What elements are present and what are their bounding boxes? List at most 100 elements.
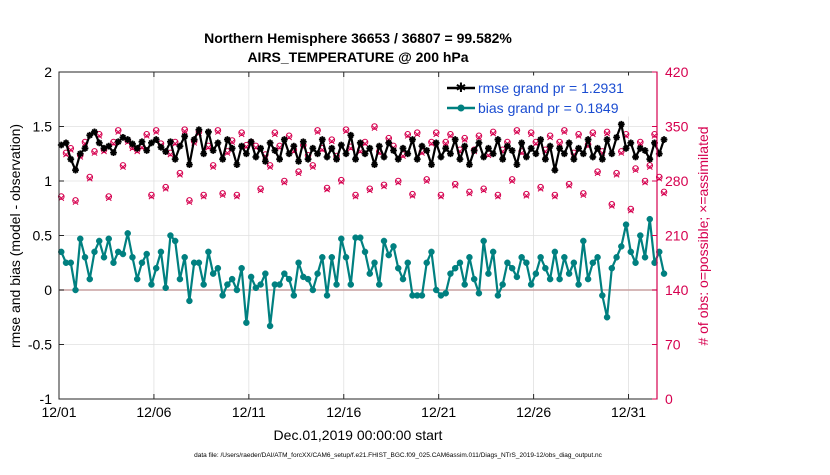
rmse-point-star xyxy=(565,139,573,147)
bias-point xyxy=(342,254,350,261)
rmse-point xyxy=(570,155,578,163)
bias-point xyxy=(143,250,150,258)
bias-point xyxy=(214,264,222,272)
bias-point xyxy=(186,297,193,305)
rmse-point-star xyxy=(356,139,364,147)
rmse-point xyxy=(276,155,283,163)
rmse-point-star xyxy=(100,144,108,152)
bias-point xyxy=(138,259,146,266)
y-right-tick-label: 70 xyxy=(665,337,681,353)
obs-assimilated-point xyxy=(148,193,155,200)
bias-point xyxy=(380,237,388,245)
rmse-point-star xyxy=(247,138,255,146)
obs-assimilated-point xyxy=(86,175,93,182)
bias-point xyxy=(157,248,165,256)
obs-assimilated-point xyxy=(608,202,615,209)
rmse-point-star xyxy=(636,144,644,152)
obs-assimilated-point xyxy=(314,128,321,135)
legend-box xyxy=(442,75,644,117)
rmse-point xyxy=(627,139,635,147)
bias-point xyxy=(641,254,649,261)
obs-possible-point xyxy=(556,138,563,146)
rmse-point-star xyxy=(342,150,350,158)
rmse-point-star xyxy=(575,144,582,152)
rmse-point xyxy=(394,155,402,163)
rmse-point-star xyxy=(228,144,236,152)
x-tick-label: 12/01 xyxy=(41,404,76,420)
y-right-tick-label: 420 xyxy=(665,64,689,80)
rmse-point xyxy=(233,161,241,169)
rmse-point-star xyxy=(219,155,227,163)
rmse-point xyxy=(133,144,141,152)
rmse-point xyxy=(522,153,530,161)
obs-possible-point xyxy=(219,190,226,197)
rmse-point xyxy=(432,139,440,147)
bias-point xyxy=(290,292,298,299)
bias-point xyxy=(319,254,326,261)
rmse-point-star xyxy=(86,131,94,139)
rmse-point xyxy=(285,150,293,158)
rmse-point xyxy=(314,150,321,158)
rmse-point xyxy=(124,136,132,143)
rmse-point xyxy=(499,155,507,163)
rmse-point xyxy=(646,155,654,163)
obs-possible-point xyxy=(105,193,113,200)
bias-point xyxy=(124,230,131,237)
rmse-point-star xyxy=(413,155,421,163)
bias-point xyxy=(100,254,108,261)
rmse-point-star xyxy=(551,166,559,174)
rmse-point xyxy=(323,153,331,161)
bias-point xyxy=(328,254,336,261)
rmse-point-star xyxy=(546,142,554,150)
obs-assimilated-point xyxy=(580,192,587,198)
rmse-point-star xyxy=(328,144,336,152)
bias-point xyxy=(622,221,630,228)
chart-title-line1: Northern Hemisphere 36653 / 36807 = 99.5… xyxy=(204,30,512,46)
obs-assimilated-point xyxy=(651,132,658,139)
rmse-point xyxy=(390,147,397,154)
bias-point xyxy=(428,248,435,256)
bias-point xyxy=(637,232,644,239)
bias-point xyxy=(385,251,393,259)
obs-assimilated-point xyxy=(480,187,487,194)
rmse-point xyxy=(475,139,483,147)
rmse-point-star xyxy=(276,155,283,163)
rmse-point xyxy=(579,150,587,158)
bias-point xyxy=(376,281,383,288)
obs-possible-point xyxy=(257,185,264,193)
obs-possible-point xyxy=(91,148,98,155)
rmse-point-star xyxy=(318,136,326,143)
bias-point xyxy=(200,281,207,288)
rmse-point-star xyxy=(594,144,601,152)
rmse-point-star xyxy=(138,138,146,146)
bias-point xyxy=(205,248,212,256)
bias-point xyxy=(584,275,592,283)
obs-possible-point xyxy=(404,130,412,138)
rmse-point xyxy=(91,128,98,136)
rmse-point-star xyxy=(461,142,469,150)
bias-point xyxy=(238,264,245,272)
rmse-point-star xyxy=(560,150,568,158)
y-left-axis-label: rmse and bias (model - observation) xyxy=(7,124,23,348)
obs-possible-point xyxy=(508,176,516,183)
obs-possible-point xyxy=(523,190,530,198)
obs-assimilated-point xyxy=(324,186,331,193)
bias-point xyxy=(418,292,426,299)
rmse-point-star xyxy=(437,153,445,161)
bias-point xyxy=(333,281,340,288)
rmse-point xyxy=(399,144,407,152)
obs-assimilated-point xyxy=(433,131,440,138)
rmse-point-star xyxy=(257,144,265,152)
rmse-point xyxy=(404,150,412,158)
rmse-point xyxy=(195,126,203,134)
rmse-point xyxy=(518,139,526,147)
bias-point xyxy=(195,259,203,266)
legend-bias-marker xyxy=(457,104,465,112)
obs-possible-point xyxy=(200,191,207,199)
obs-possible-point xyxy=(285,132,293,140)
rmse-point-star xyxy=(152,136,160,143)
rmse-point-star xyxy=(76,150,84,158)
rmse-point xyxy=(598,155,606,163)
rmse-point-star xyxy=(261,157,269,165)
